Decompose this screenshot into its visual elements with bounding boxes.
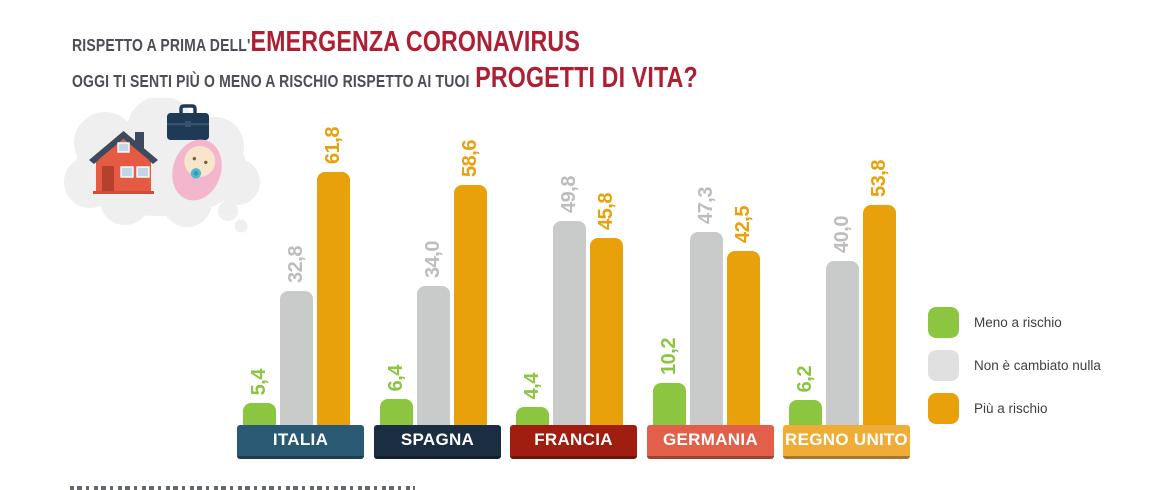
country-plate-italia: ITALIA <box>237 425 364 459</box>
legend-swatch-icon <box>928 350 959 381</box>
bar-col-pi-a-rischio-francia: 45,8 <box>590 45 623 425</box>
bar-value-label: 5,4 <box>248 368 270 395</box>
bar-pi-a-rischio-germania <box>727 251 760 425</box>
bar-value-label: 6,2 <box>794 365 816 392</box>
bar-non-cambiato-nulla-francia <box>553 221 586 425</box>
bar-value-label: 10,2 <box>658 338 680 375</box>
bar-col-pi-a-rischio-italia: 61,8 <box>317 45 350 425</box>
country-group-germania: 10,2 47,3 42,5 GERMANIA <box>647 34 774 459</box>
legend-item-meno-a-rischio: Meno a rischio <box>928 307 1101 338</box>
legend-label: Meno a rischio <box>974 315 1062 330</box>
legend-swatch-icon <box>928 307 959 338</box>
legend-swatch-icon <box>928 393 959 424</box>
bar-col-non-cambiato-nulla-francia: 49,8 <box>553 45 586 425</box>
bar-value-label: 45,8 <box>595 193 617 230</box>
bar-value-label: 58,6 <box>459 140 481 177</box>
bar-col-pi-a-rischio-regno-unito: 53,8 <box>863 45 896 425</box>
bar-col-non-cambiato-nulla-italia: 32,8 <box>280 45 313 425</box>
bar-meno-a-rischio-francia <box>516 407 549 425</box>
title-line-2: OGGI TI SENTI PIÙ O MENO A RISCHIO RISPE… <box>72 62 698 95</box>
footnote-clipped <box>70 486 415 490</box>
bar-col-meno-a-rischio-spagna: 6,4 <box>380 45 413 425</box>
bar-value-label: 42,5 <box>732 206 754 243</box>
country-plate-spagna: SPAGNA <box>374 425 501 459</box>
bar-non-cambiato-nulla-italia <box>280 291 313 425</box>
bar-meno-a-rischio-germania <box>653 383 686 425</box>
bar-meno-a-rischio-italia <box>243 403 276 425</box>
legend-label: Non è cambiato nulla <box>974 358 1101 373</box>
title-line1-accent: EMERGENZA CORONAVIRUS <box>250 26 580 58</box>
bar-non-cambiato-nulla-spagna <box>417 286 450 425</box>
bar-value-label: 49,8 <box>558 176 580 213</box>
title-line1-small: RISPETTO A PRIMA DELL' <box>72 35 251 55</box>
bar-col-meno-a-rischio-germania: 10,2 <box>653 45 686 425</box>
country-plate-francia: FRANCIA <box>510 425 637 459</box>
country-group-francia: 4,4 49,8 45,8 FRANCIA <box>510 34 637 459</box>
bar-meno-a-rischio-spagna <box>380 399 413 425</box>
bar-col-non-cambiato-nulla-spagna: 34,0 <box>417 45 450 425</box>
briefcase-icon <box>167 104 209 140</box>
country-group-spagna: 6,4 34,0 58,6 SPAGNA <box>374 34 501 459</box>
bar-col-non-cambiato-nulla-germania: 47,3 <box>690 45 723 425</box>
legend: Meno a rischio Non è cambiato nulla Più a … <box>928 307 1101 424</box>
bar-value-label: 32,8 <box>285 246 307 283</box>
country-plate-regno-unito: REGNO UNITO <box>783 425 910 459</box>
thought-bubble-illustration <box>64 98 260 233</box>
bar-value-label: 4,4 <box>521 372 543 399</box>
legend-item-non-cambiato-nulla: Non è cambiato nulla <box>928 350 1101 381</box>
country-plate-germania: GERMANIA <box>647 425 774 459</box>
bar-pi-a-rischio-francia <box>590 238 623 425</box>
bar-value-label: 53,8 <box>868 160 890 197</box>
bar-pi-a-rischio-regno-unito <box>863 205 896 425</box>
bar-col-meno-a-rischio-regno-unito: 6,2 <box>789 45 822 425</box>
bar-non-cambiato-nulla-germania <box>690 232 723 425</box>
bar-col-non-cambiato-nulla-regno-unito: 40,0 <box>826 45 859 425</box>
baby-icon <box>172 139 222 201</box>
title-line2-accent: PROGETTI DI VITA? <box>475 62 698 94</box>
bar-value-label: 61,8 <box>322 127 344 164</box>
bar-non-cambiato-nulla-regno-unito <box>826 261 859 425</box>
country-group-italia: 5,4 32,8 61,8 ITALIA <box>237 34 364 459</box>
bar-meno-a-rischio-regno-unito <box>789 400 822 425</box>
house-icon <box>89 131 158 194</box>
bar-col-pi-a-rischio-germania: 42,5 <box>727 45 760 425</box>
country-group-regno-unito: 6,2 40,0 53,8 REGNO UNITO <box>783 34 910 459</box>
bar-pi-a-rischio-spagna <box>454 185 487 425</box>
title-line2-small: OGGI TI SENTI PIÙ O MENO A RISCHIO RISPE… <box>72 71 470 91</box>
bar-value-label: 40,0 <box>831 216 853 253</box>
bar-col-meno-a-rischio-italia: 5,4 <box>243 45 276 425</box>
bar-col-meno-a-rischio-francia: 4,4 <box>516 45 549 425</box>
bar-value-label: 6,4 <box>385 364 407 391</box>
bar-value-label: 47,3 <box>695 187 717 224</box>
title-line-1: RISPETTO A PRIMA DELL' EMERGENZA CORONAVI… <box>72 26 698 59</box>
bar-value-label: 34,0 <box>422 241 444 278</box>
legend-item-pi-a-rischio: Più a rischio <box>928 393 1101 424</box>
bar-pi-a-rischio-italia <box>317 172 350 425</box>
legend-label: Più a rischio <box>974 401 1048 416</box>
bar-col-pi-a-rischio-spagna: 58,6 <box>454 45 487 425</box>
page-title: RISPETTO A PRIMA DELL' EMERGENZA CORONAVI… <box>72 26 854 95</box>
